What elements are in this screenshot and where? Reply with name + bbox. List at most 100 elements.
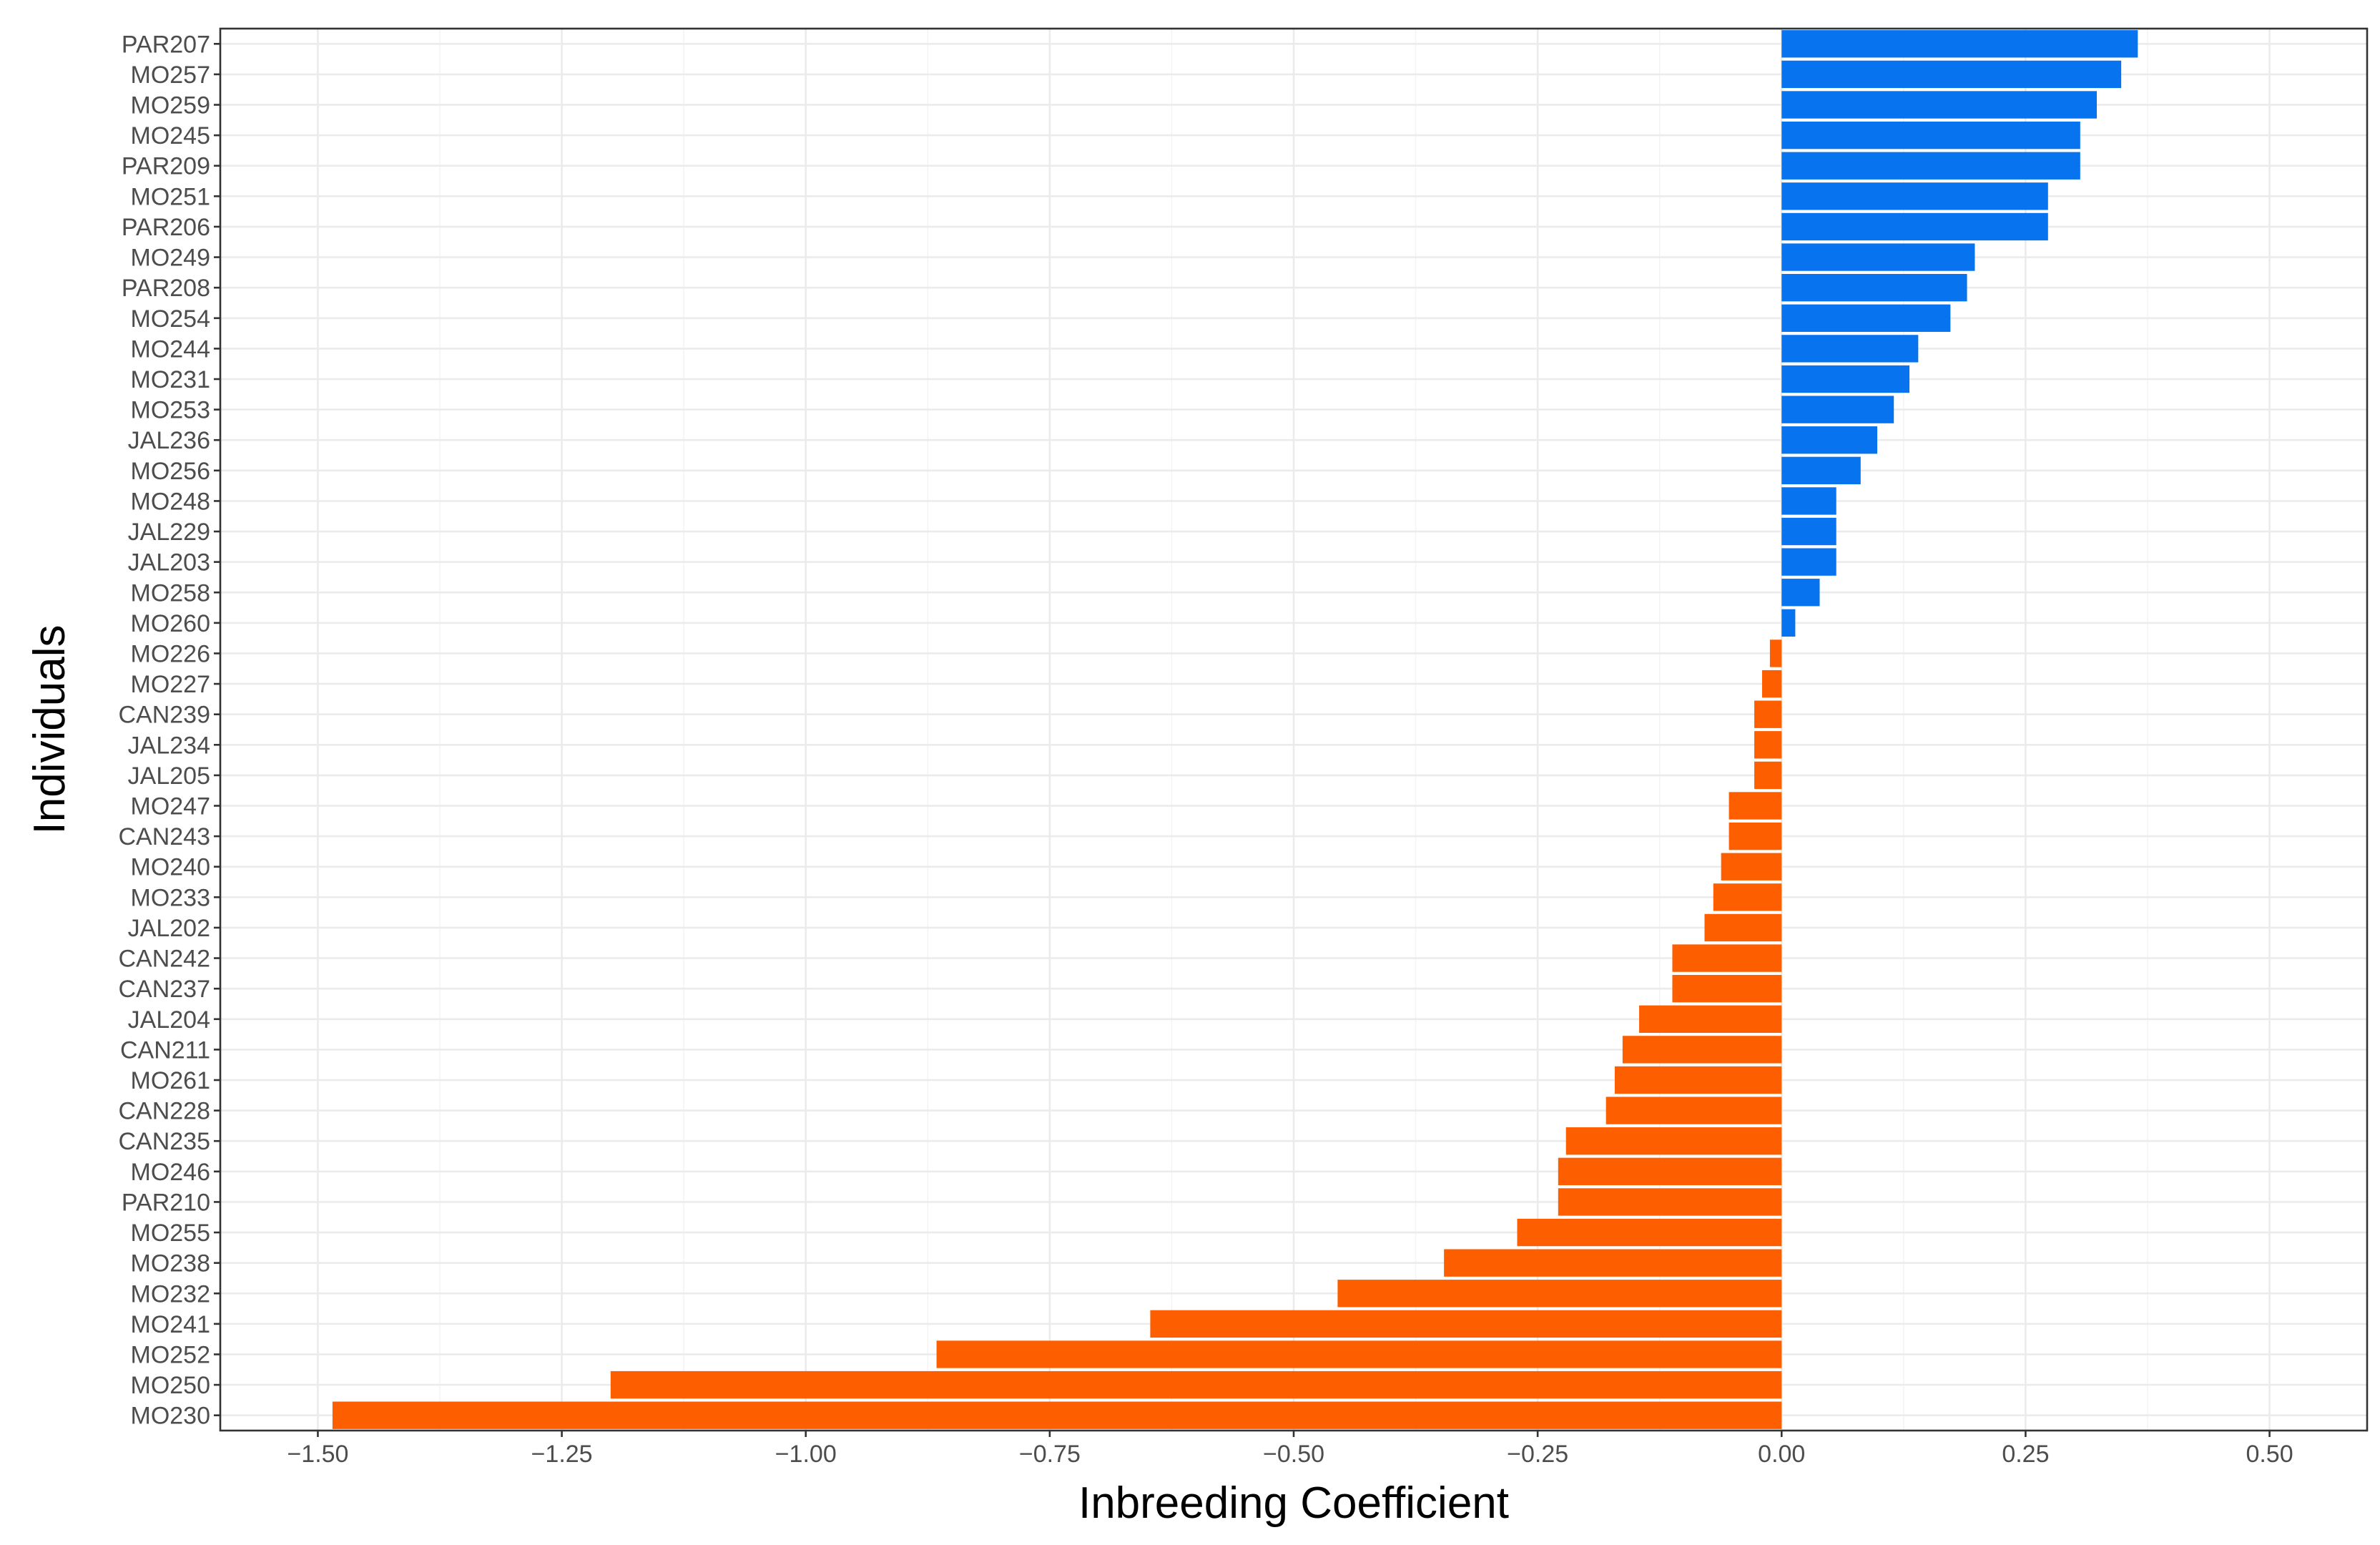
y-tick-label: MO244 [131, 335, 211, 363]
y-tick-label: MO255 [131, 1220, 211, 1247]
bar-par210 [1558, 1188, 1782, 1216]
y-tick-label: MO231 [131, 366, 211, 393]
bar-jal234 [1754, 731, 1782, 759]
y-tick-label: JAL204 [128, 1006, 210, 1034]
bar-mo233 [1713, 883, 1782, 911]
bar-par206 [1781, 212, 2048, 241]
bar-mo257 [1781, 60, 2122, 89]
y-tick-label: CAN242 [118, 946, 210, 973]
y-tick-label: MO240 [131, 854, 211, 881]
bar-mo248 [1781, 487, 1836, 515]
y-tick-label: MO251 [131, 183, 211, 210]
bar-can243 [1729, 822, 1782, 850]
bar-mo247 [1729, 792, 1782, 820]
bar-mo254 [1781, 304, 1951, 332]
y-tick-label: MO247 [131, 793, 211, 820]
y-tick-label: PAR210 [122, 1189, 210, 1216]
bar-mo258 [1781, 579, 1820, 607]
bar-mo238 [1444, 1249, 1782, 1277]
y-tick-label: MO249 [131, 245, 211, 272]
y-tick-label: MO245 [131, 122, 211, 149]
x-tick-labels: −1.50 −1.25 −1.00 −0.75 −0.50 −0.25 0.00 0.25 0.… [287, 1431, 2293, 1468]
y-tick-label: MO227 [131, 671, 211, 698]
y-tick-label: MO259 [131, 92, 211, 119]
y-tick-label: MO241 [131, 1311, 211, 1338]
y-tick-label: JAL205 [128, 762, 210, 790]
bar-mo249 [1781, 243, 1975, 271]
x-tick-label: −0.25 [1507, 1441, 1568, 1468]
bar-mo231 [1781, 365, 1910, 393]
bar-mo232 [1337, 1280, 1782, 1308]
y-tick-label: MO256 [131, 458, 211, 485]
y-tick-label: MO232 [131, 1280, 211, 1308]
bar-can237 [1672, 975, 1782, 1003]
y-tick-label: MO238 [131, 1250, 211, 1277]
y-tick-label: MO257 [131, 62, 211, 89]
x-tick-label: −0.75 [1019, 1441, 1081, 1468]
y-tick-label: MO258 [131, 579, 211, 607]
y-axis-title: Individuals [25, 625, 74, 835]
bar-can242 [1672, 944, 1782, 972]
bar-can235 [1565, 1127, 1782, 1155]
bar-mo240 [1721, 853, 1782, 881]
x-tick-label: −1.50 [287, 1441, 348, 1468]
bar-jal236 [1781, 426, 1877, 454]
y-tick-label: CAN211 [120, 1036, 210, 1064]
y-tick-label: JAL203 [128, 549, 210, 577]
y-tick-label: MO246 [131, 1159, 211, 1186]
y-tick-label: PAR208 [122, 275, 210, 302]
y-tick-label: PAR206 [122, 214, 210, 241]
bar-jal202 [1704, 913, 1782, 942]
bar-mo260 [1781, 609, 1796, 637]
x-tick-label: −1.25 [531, 1441, 593, 1468]
bar-mo251 [1781, 182, 2048, 210]
y-tick-label: JAL229 [128, 519, 210, 546]
y-tick-label: CAN239 [118, 702, 210, 729]
x-tick-label: 0.00 [1758, 1441, 1805, 1468]
y-tick-label: CAN228 [118, 1098, 210, 1125]
bar-mo244 [1781, 335, 1919, 363]
y-tick-label: CAN237 [118, 976, 210, 1003]
y-tick-label: MO260 [131, 610, 211, 637]
y-tick-label: JAL234 [128, 732, 210, 759]
x-tick-label: 0.25 [2002, 1441, 2049, 1468]
y-tick-label: MO250 [131, 1372, 211, 1399]
y-tick-labels: PAR207 MO257 MO259 MO245 PAR209 MO251 PAR206 MO… [118, 31, 220, 1430]
bar-can228 [1605, 1097, 1782, 1124]
y-tick-label: MO261 [131, 1067, 211, 1094]
y-tick-label: PAR209 [122, 153, 210, 180]
y-tick-label: CAN243 [118, 823, 210, 850]
y-tick-label: MO253 [131, 397, 211, 424]
x-tick-label: −1.00 [775, 1441, 837, 1468]
y-tick-label: MO230 [131, 1403, 211, 1430]
bar-mo226 [1769, 639, 1782, 667]
x-axis-title: Inbreeding Coefficient [1078, 1478, 1509, 1528]
bar-jal205 [1754, 761, 1782, 790]
bars [332, 30, 2138, 1429]
bar-mo256 [1781, 456, 1861, 484]
bar-mo245 [1781, 121, 2080, 149]
bar-par207 [1781, 30, 2138, 58]
bar-mo227 [1761, 670, 1782, 698]
y-tick-label: MO233 [131, 884, 211, 911]
bar-jal203 [1781, 548, 1836, 576]
bar-mo246 [1558, 1157, 1782, 1185]
bar-mo255 [1517, 1218, 1782, 1247]
x-tick-label: −0.50 [1263, 1441, 1324, 1468]
bar-can211 [1622, 1036, 1782, 1064]
bar-can239 [1754, 700, 1782, 728]
bar-jal229 [1781, 517, 1836, 546]
bar-par209 [1781, 152, 2080, 180]
y-tick-label: MO254 [131, 305, 211, 333]
y-tick-label: MO226 [131, 640, 211, 667]
bar-mo261 [1614, 1066, 1782, 1094]
y-tick-label: JAL202 [128, 915, 210, 942]
y-tick-label: JAL236 [128, 427, 210, 454]
y-tick-label: MO252 [131, 1341, 211, 1368]
bar-mo241 [1150, 1310, 1782, 1338]
bar-mo230 [332, 1401, 1782, 1429]
y-tick-label: PAR207 [122, 31, 210, 58]
y-tick-label: MO248 [131, 488, 211, 515]
y-tick-label: CAN235 [118, 1128, 210, 1155]
